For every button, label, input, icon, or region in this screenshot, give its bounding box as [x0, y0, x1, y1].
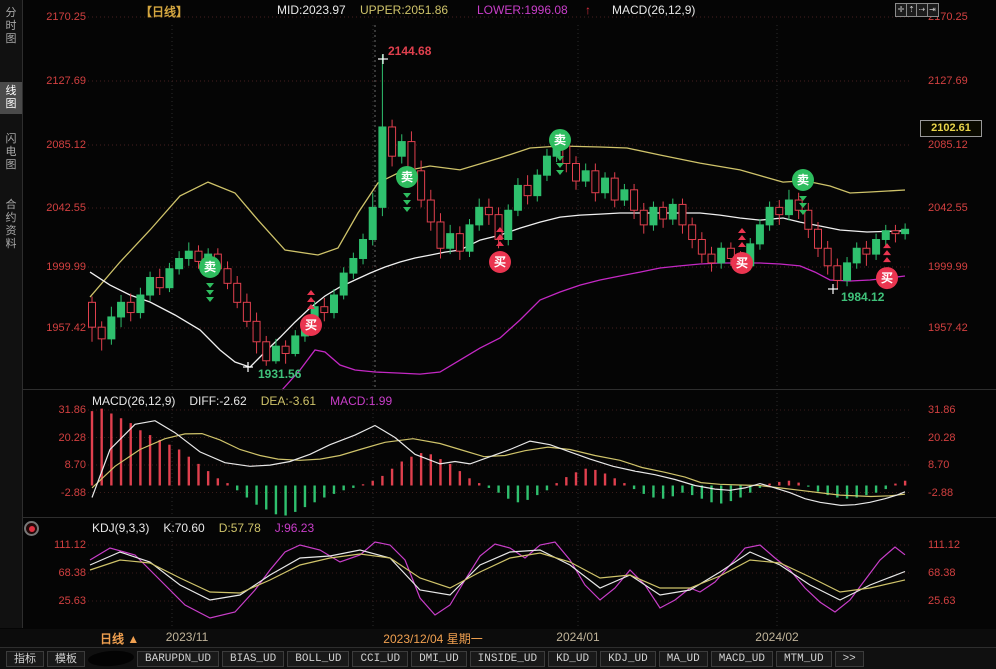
sidebar-item-3[interactable]: 闪电图 [5, 133, 17, 171]
macd-name: MACD(26,12,9) [92, 394, 176, 408]
main-axis-tick: 1999.99 [46, 261, 86, 273]
tab-ma-ud[interactable]: MA_UD [658, 650, 708, 667]
kdj-line-D [89, 552, 906, 594]
tab-boll-ud[interactable]: BOLL_UD [287, 650, 350, 667]
main-axis-tick: 1957.42 [928, 322, 968, 334]
sidebar-item-4[interactable]: 合约资料 [5, 199, 17, 250]
kdj-d-value: D:57.78 [218, 521, 261, 535]
boll-mid-value: MID:2023.97 [277, 3, 346, 17]
period-selector[interactable]: 日线 ▲ [100, 632, 140, 646]
candles [88, 54, 910, 366]
crosshair-date-label: 2023/12/04 星期一 [383, 632, 483, 646]
kdj-header: KDJ(9,3,3) K:70.60 D:57.78 J:96.23 [92, 521, 328, 535]
macd-axis-tick: 20.28 [58, 431, 86, 444]
panel-divider [22, 389, 996, 390]
svg-text:买: 买 [881, 271, 893, 285]
kdj-name: KDJ(9,3,3) [92, 521, 150, 535]
tab-mtm-ud[interactable]: MTM_UD [775, 650, 832, 667]
tab-kd-ud[interactable]: KD_UD [548, 650, 598, 667]
tab-kdj-ud[interactable]: KDJ_UD [600, 650, 656, 667]
tab-cci-ud[interactable]: CCI_UD [352, 650, 409, 667]
svg-text:卖: 卖 [797, 172, 809, 187]
macd-axis-tick: 31.86 [58, 404, 86, 416]
main-axis-tick: 2127.69 [928, 75, 968, 87]
main-axis-tick: 1957.42 [46, 322, 86, 334]
sidebar-item-1[interactable]: 分时图 [5, 7, 17, 45]
indicator-settings-icon[interactable] [24, 521, 39, 536]
svg-text:买: 买 [494, 255, 506, 269]
kdj-axis-tick: 111.12 [928, 539, 961, 551]
main-axis-tick: 2170.25 [46, 11, 86, 23]
panel-divider [22, 517, 996, 518]
tab-barupdn-ud[interactable]: BARUPDN_UD [137, 650, 220, 667]
tab-dmi-ud[interactable]: DMI_UD [411, 650, 467, 667]
tab-macd-ud[interactable]: MACD_UD [710, 650, 773, 667]
sell-signal: 卖 [199, 255, 221, 302]
macd-axis-tick: 20.28 [928, 431, 956, 444]
x-axis-label: 2023/11 [165, 630, 209, 644]
main-axis-tick: 1999.99 [928, 261, 968, 273]
sell-signal: 卖 [792, 169, 814, 216]
x-axis-label: 2024/02 [755, 630, 799, 644]
sell-signal: 卖 [396, 165, 418, 212]
buy-signal: 买 [731, 228, 753, 275]
main-axis-tick: 2085.12 [46, 139, 86, 151]
macd-axis-tick: -2.88 [928, 486, 954, 499]
macd-value: MACD:1.99 [330, 394, 393, 408]
exit-icon[interactable]: ⇥ [926, 3, 939, 17]
svg-text:卖: 卖 [401, 169, 413, 184]
kdj-line-J [89, 541, 906, 619]
macd-params-label: MACD(26,12,9) [612, 3, 696, 17]
kdj-j-value: J:96.23 [274, 521, 315, 535]
sidebar-item-2[interactable]: 线图 [0, 82, 22, 114]
buy-signal: 买 [300, 289, 322, 336]
macd-axis-tick: -2.88 [60, 486, 86, 499]
left-sidebar: 分时图线图闪电图合约资料 [0, 0, 23, 628]
ink-smudge [87, 649, 135, 668]
svg-text:卖: 卖 [204, 259, 216, 274]
tab-bias-ud[interactable]: BIAS_UD [222, 650, 285, 667]
kdj-axis-tick: 25.63 [928, 595, 956, 607]
macd-axis-tick: 8.70 [928, 459, 950, 471]
tab-inside-ud[interactable]: INSIDE_UD [469, 650, 546, 667]
kdj-axis-tick: 68.38 [928, 567, 956, 579]
price-annotation: 1984.12 [841, 290, 885, 304]
tab->>[interactable]: >> [834, 650, 864, 667]
kdj-axis-tick: 68.38 [58, 567, 86, 579]
main-axis-tick: 2042.55 [928, 202, 968, 214]
svg-text:买: 买 [736, 256, 748, 270]
kdj-k-value: K:70.60 [163, 521, 205, 535]
main-axis-tick: 2085.12 [928, 139, 968, 151]
x-axis-label: 2024/01 [556, 630, 600, 644]
buy-signal: 买 [876, 243, 898, 290]
buy-signal: 买 [489, 226, 511, 273]
crosshair-price-box: 2102.61 [920, 120, 982, 137]
svg-text:卖: 卖 [554, 132, 566, 147]
macd-line-DIFF [91, 420, 906, 507]
sell-signal: 卖 [549, 128, 571, 175]
indicator-tab-bar: 指标 模板 BARUPDN_UD BIAS_UD BOLL_UD CCI_UD DMI_UD… [0, 648, 996, 669]
price-annotation: 1931.56 [258, 367, 302, 381]
macd-axis-tick: 8.70 [64, 459, 86, 471]
up-arrow-icon: ↑ [585, 3, 591, 17]
svg-text:买: 买 [305, 318, 317, 332]
macd-diff-value: DIFF:-2.62 [189, 394, 247, 408]
period-tag: 【日线】 [140, 5, 189, 19]
main-axis-tick: 2042.55 [46, 202, 86, 214]
kdj-axis-tick: 25.63 [58, 595, 86, 607]
main-axis-tick: 2127.69 [46, 75, 86, 87]
macd-axis-tick: 31.86 [928, 404, 956, 416]
macd-header: MACD(26,12,9) DIFF:-2.62 DEA:-3.61 MACD:1.9… [92, 394, 406, 408]
kdj-line-K [89, 549, 906, 601]
kdj-axis-tick: 111.12 [53, 539, 86, 551]
macd-dea-value: DEA:-3.61 [260, 394, 317, 408]
boll-lower-value: LOWER:1996.08 [477, 3, 568, 17]
x-axis-row: 日线 ▲ 2023/11 2023/12/04 星期一 2024/01 2024/02 [0, 629, 996, 648]
tab-指标[interactable]: 指标 [6, 650, 44, 667]
price-annotation: 2144.68 [388, 44, 432, 58]
boll-upper-value: UPPER:2051.86 [360, 3, 449, 17]
tab-模板[interactable]: 模板 [47, 650, 85, 667]
